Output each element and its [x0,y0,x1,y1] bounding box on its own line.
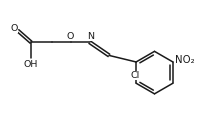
Text: O: O [11,24,18,33]
Text: OH: OH [24,60,38,69]
Text: NO₂: NO₂ [175,55,194,64]
Text: O: O [67,32,74,41]
Text: Cl: Cl [130,71,140,80]
Text: N: N [87,32,94,41]
